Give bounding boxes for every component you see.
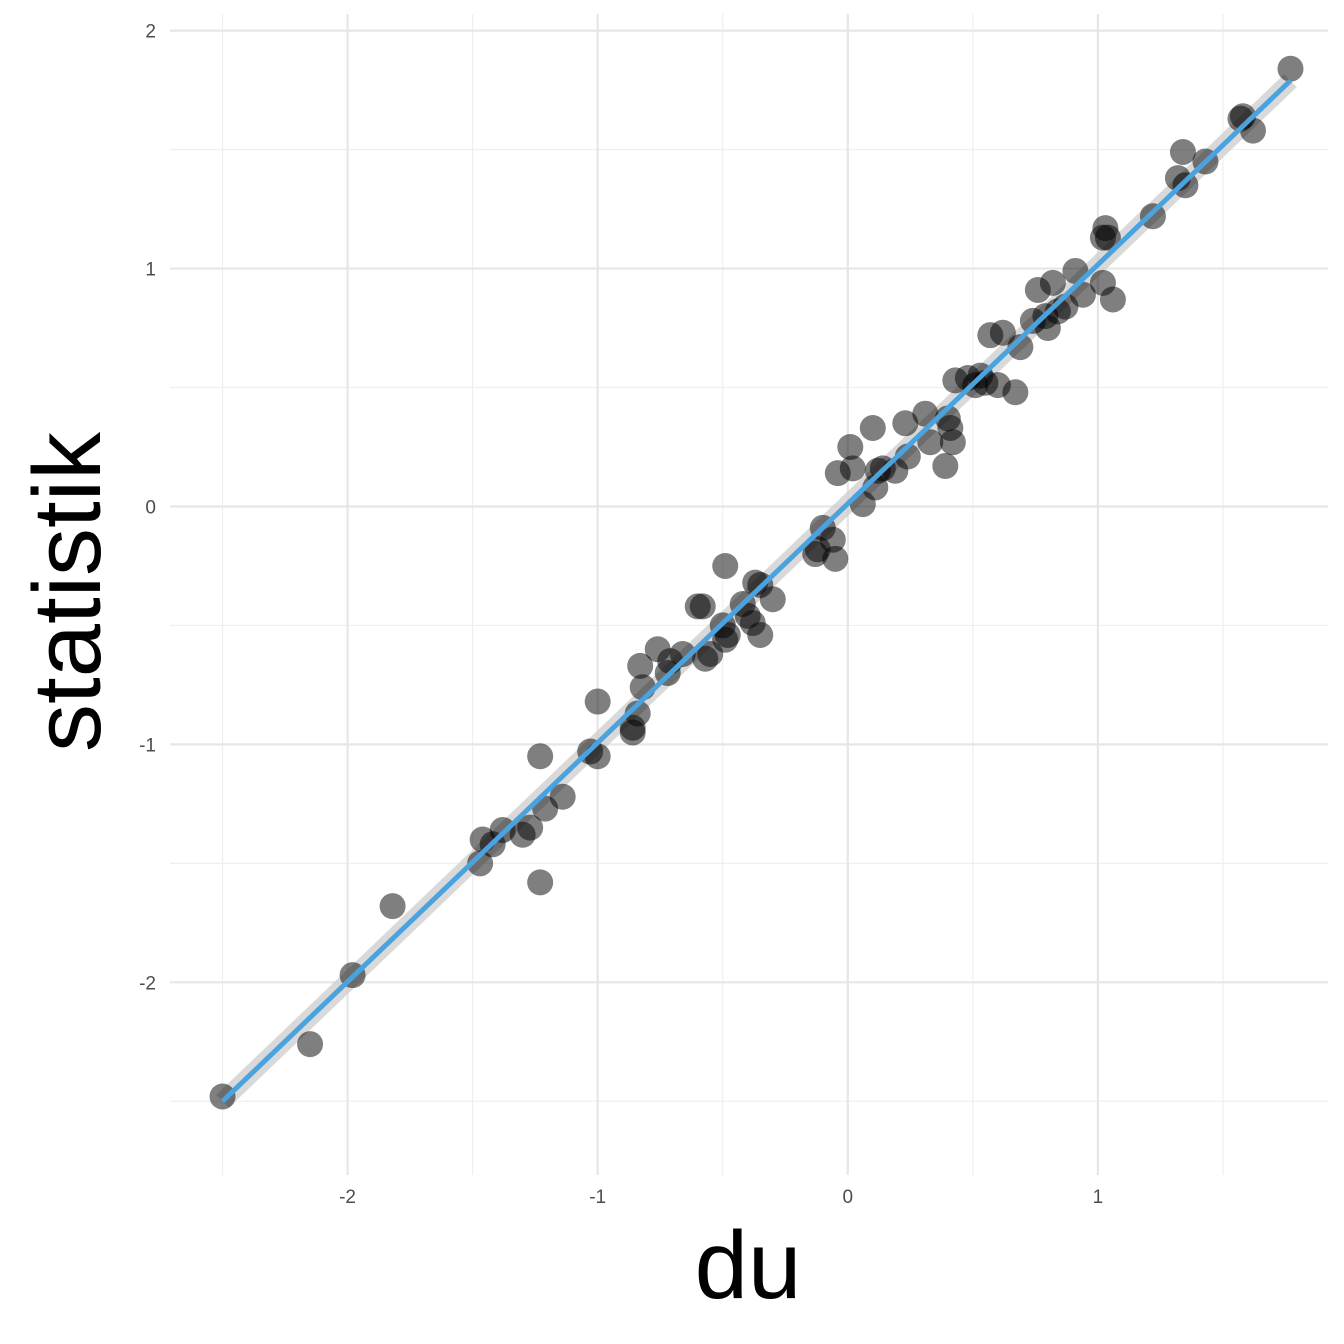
data-point — [1139, 203, 1166, 230]
x-tick-label: -2 — [339, 1187, 356, 1208]
data-point — [689, 593, 716, 620]
data-point — [1002, 379, 1029, 406]
data-point — [939, 429, 966, 456]
data-point — [839, 455, 866, 482]
data-point — [1007, 334, 1034, 361]
y-axis-title: statistik — [14, 431, 121, 752]
data-point — [297, 1031, 324, 1058]
data-points — [209, 55, 1304, 1110]
data-point — [624, 700, 651, 727]
data-point — [819, 526, 846, 553]
data-point — [837, 433, 864, 460]
regression-line — [220, 78, 1293, 1104]
data-point — [1172, 172, 1199, 199]
data-point — [712, 552, 739, 579]
data-point — [822, 545, 849, 572]
data-point — [627, 652, 654, 679]
data-point — [989, 319, 1016, 346]
data-point — [714, 621, 741, 648]
y-tick-label: -2 — [139, 973, 156, 994]
data-point — [1277, 55, 1304, 82]
y-tick-label: 2 — [145, 22, 156, 43]
data-point — [527, 869, 554, 896]
x-axis-title: du — [695, 1212, 802, 1319]
data-point — [859, 414, 886, 441]
data-point — [932, 453, 959, 480]
y-tick-label: -1 — [139, 735, 156, 756]
data-point — [892, 410, 919, 437]
y-tick-label: 1 — [145, 260, 156, 281]
data-point — [584, 743, 611, 770]
x-tick-label: 0 — [843, 1187, 854, 1208]
data-point — [759, 586, 786, 613]
y-tick-label: 0 — [145, 497, 156, 518]
data-point — [669, 640, 696, 667]
data-point — [527, 743, 554, 770]
data-point — [1094, 224, 1121, 251]
data-point — [584, 688, 611, 715]
y-axis-tick-labels: -2 -1 0 1 2 — [139, 22, 156, 995]
data-point — [1239, 117, 1266, 144]
major-gridlines — [170, 14, 1328, 1175]
data-point — [917, 429, 944, 456]
data-point — [1169, 138, 1196, 165]
x-tick-label: 1 — [1093, 1187, 1104, 1208]
data-point — [1039, 269, 1066, 296]
data-point — [379, 893, 406, 920]
data-point — [209, 1083, 236, 1110]
x-tick-label: -1 — [589, 1187, 606, 1208]
data-point — [1099, 286, 1126, 313]
data-point — [517, 814, 544, 841]
data-point — [747, 621, 774, 648]
data-point — [549, 783, 576, 810]
fit-line — [220, 78, 1293, 1104]
data-point — [467, 850, 494, 877]
x-axis-tick-labels: -2 -1 0 1 — [339, 1187, 1103, 1208]
minor-gridlines — [170, 14, 1328, 1175]
